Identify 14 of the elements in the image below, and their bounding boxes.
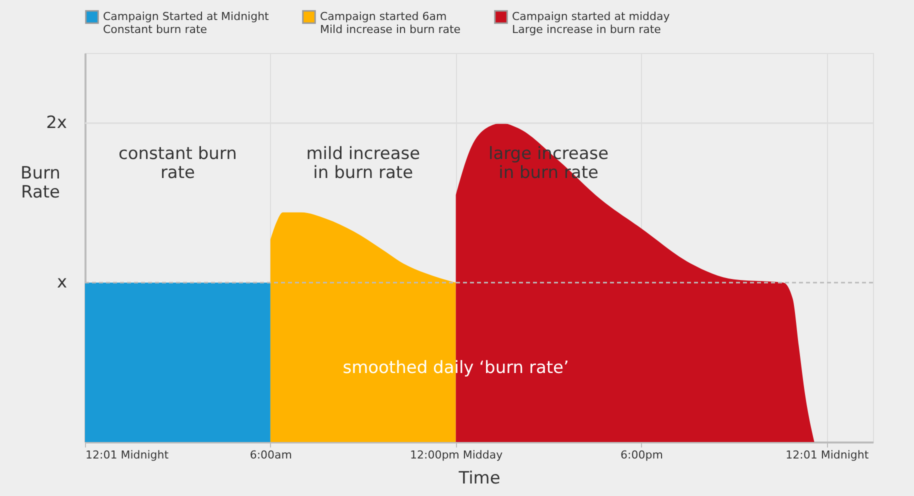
legend-label: Campaign started at midday Large increase in burn rate — [512, 10, 670, 36]
x-axis-title: Time — [458, 468, 500, 488]
x-tick-label: 12:00pm Midday — [410, 448, 504, 462]
annotation: constant burn rate — [118, 144, 237, 184]
x-tick-label: 6:00am — [250, 448, 292, 462]
y-axis-title: Burn Rate — [20, 164, 60, 202]
x-tick-label: 12:01 Midnight — [86, 448, 170, 462]
x-tick-label: 6:00pm — [620, 448, 663, 462]
ref-line-label: 2x — [46, 113, 67, 134]
x-tick-label: 12:01 Midnight — [786, 448, 870, 462]
legend-label: Campaign started 6am Mild increase in burn rate — [320, 10, 461, 36]
annotation: mild increase in burn rate — [306, 144, 420, 184]
legend-label: Campaign Started at Midnight Constant burn rate — [103, 10, 270, 36]
ref-line-label: x — [56, 272, 67, 293]
